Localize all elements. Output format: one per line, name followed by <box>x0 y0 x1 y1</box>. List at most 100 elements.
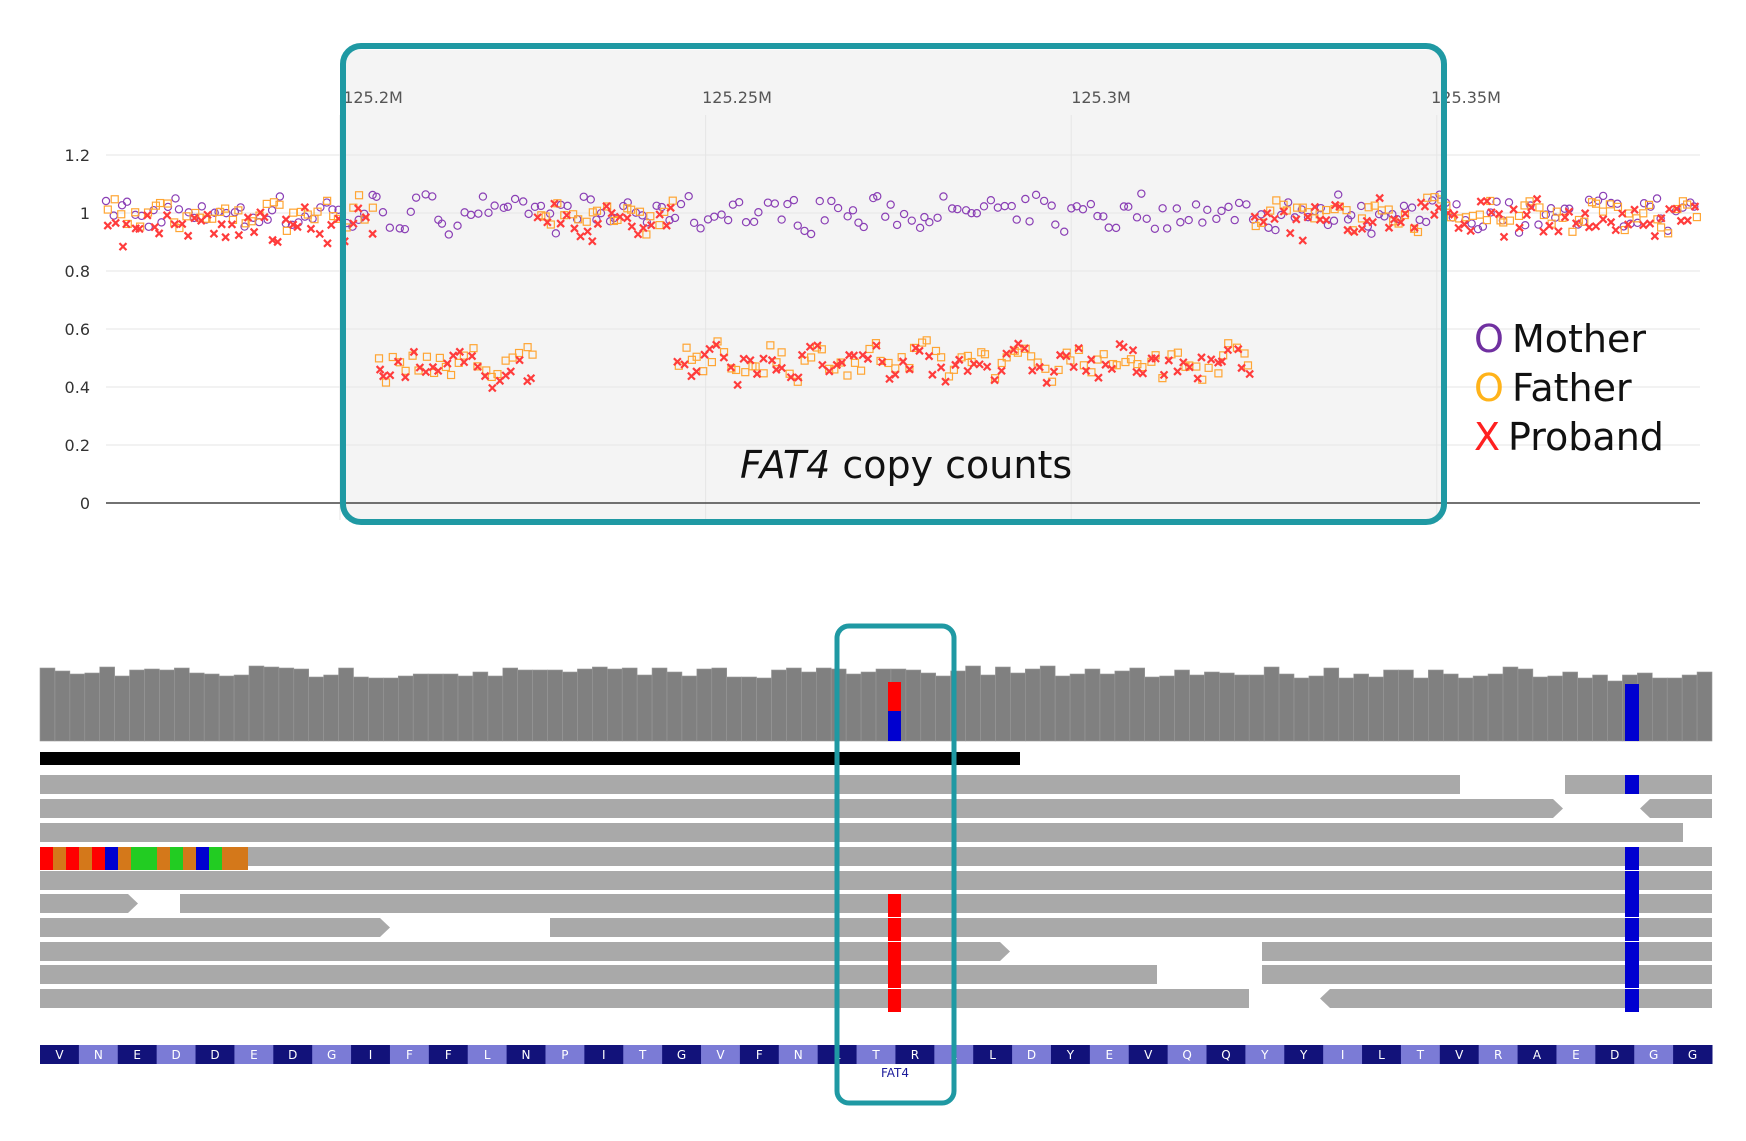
y-axis-ticks: 1.2 1 0.8 0.6 0.4 0.2 0 <box>65 146 90 513</box>
coverage-bar <box>39 667 56 742</box>
coverage-bar <box>517 669 533 742</box>
point-mother <box>1039 196 1049 206</box>
point-father <box>1272 196 1281 205</box>
point-proband <box>1321 215 1331 225</box>
point-father <box>1574 215 1584 225</box>
point-proband <box>849 351 859 360</box>
amino-acid-cell <box>234 1045 274 1064</box>
point-proband <box>1630 205 1639 214</box>
point-proband <box>1349 227 1359 237</box>
amino-acid-letter: I <box>369 1048 373 1062</box>
point-proband <box>550 199 559 209</box>
coverage-bar <box>1666 677 1683 742</box>
coverage-bar <box>1219 672 1235 742</box>
coverage-bar <box>592 666 608 742</box>
amino-acid-cell <box>545 1045 585 1064</box>
coverage-bar <box>606 668 623 742</box>
legend-marker-mother: O <box>1474 317 1504 361</box>
coverage-bar <box>1248 674 1265 742</box>
point-mother <box>1498 216 1508 225</box>
point-mother <box>741 218 751 227</box>
soft-clip-base <box>40 847 53 870</box>
point-proband <box>1159 370 1169 380</box>
point-mother <box>453 221 462 230</box>
point-proband <box>1069 362 1078 372</box>
coverage-bar <box>1681 674 1698 742</box>
point-proband <box>602 201 611 211</box>
coverage-bar <box>1353 673 1369 742</box>
coverage-bar <box>368 677 384 742</box>
point-proband <box>421 367 431 377</box>
coverage-bar <box>248 665 265 742</box>
point-proband <box>928 370 937 379</box>
mismatch-red <box>888 894 901 917</box>
point-proband <box>196 216 206 225</box>
point-mother <box>1007 201 1016 211</box>
coverage-bar <box>860 671 877 742</box>
point-mother <box>1639 199 1649 208</box>
point-proband <box>448 351 458 360</box>
point-father <box>537 211 546 220</box>
point-proband <box>1132 367 1141 377</box>
point-proband <box>315 229 324 239</box>
amino-acid-letter: I <box>1341 1048 1345 1062</box>
point-mother <box>843 212 852 221</box>
mismatch-blue <box>1625 942 1639 965</box>
coverage-bar <box>1413 677 1429 742</box>
point-proband <box>162 211 172 220</box>
soft-clip-base <box>92 847 105 870</box>
coverage-bar <box>696 668 713 742</box>
point-mother <box>1203 205 1212 215</box>
read-rows <box>40 775 1712 1012</box>
point-proband <box>1650 231 1660 241</box>
point-proband <box>615 212 625 222</box>
point-proband <box>227 220 237 229</box>
plot-caption: FAT4 copy counts <box>740 443 1072 487</box>
point-father <box>1692 212 1701 222</box>
point-mother <box>881 212 890 221</box>
coverage-bar <box>1398 669 1414 742</box>
point-father <box>182 212 191 221</box>
point-proband <box>673 357 682 366</box>
coverage-bar <box>114 675 130 742</box>
legend-marker-father: O <box>1474 366 1504 410</box>
point-mother <box>1303 212 1313 222</box>
point-mother <box>1646 202 1655 211</box>
point-father <box>1613 202 1623 211</box>
point-proband <box>1197 353 1206 362</box>
point-father <box>473 362 482 371</box>
point-mother <box>1283 198 1293 207</box>
point-father <box>918 338 927 347</box>
point-proband <box>378 371 388 381</box>
point-mother <box>859 222 868 232</box>
point-proband <box>1151 354 1160 363</box>
point-mother <box>1297 205 1307 214</box>
point-mother <box>793 221 802 230</box>
amino-acid-letter: E <box>133 1048 141 1062</box>
point-proband <box>323 239 332 248</box>
point-proband <box>719 353 729 362</box>
point-proband <box>1522 210 1531 220</box>
amino-acid-letter: V <box>55 1048 64 1062</box>
point-proband <box>746 355 755 365</box>
amino-acid-cell <box>312 1045 352 1064</box>
point-proband <box>111 218 120 228</box>
point-proband <box>726 363 736 372</box>
coverage-bar <box>487 675 504 742</box>
coverage-bar <box>1607 680 1623 742</box>
point-proband <box>1606 217 1616 227</box>
point-father <box>627 205 636 214</box>
point-mother <box>1119 202 1129 211</box>
point-mother <box>1162 224 1172 233</box>
amino-acid-letter: L <box>1378 1048 1385 1062</box>
point-proband <box>1690 202 1700 211</box>
point-father <box>843 371 852 380</box>
coverage-bar <box>1189 674 1205 742</box>
coverage-bar <box>278 667 295 742</box>
point-proband <box>794 373 803 382</box>
amino-acid-cell <box>1362 1045 1402 1064</box>
point-proband <box>705 344 714 354</box>
coverage-bar <box>84 672 101 742</box>
point-mother <box>1560 204 1569 213</box>
point-proband <box>1193 374 1202 383</box>
